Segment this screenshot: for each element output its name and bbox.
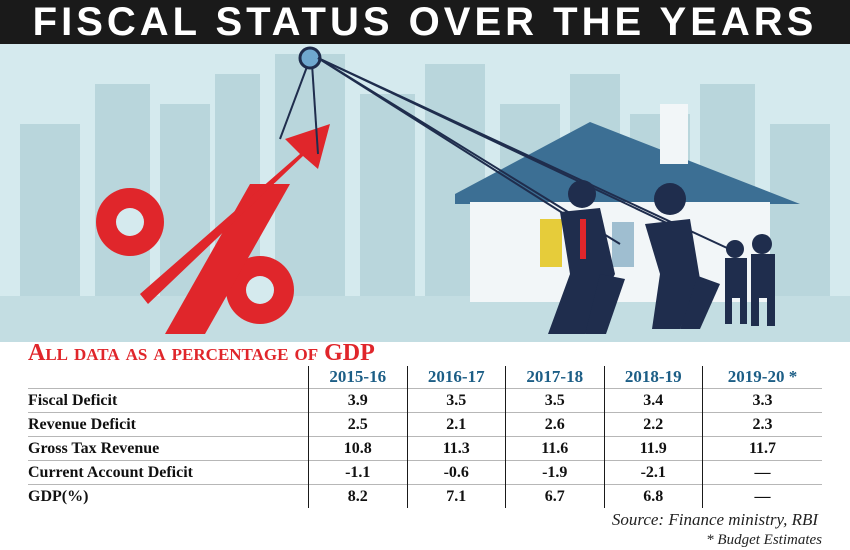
column-header: 2019-20 * — [702, 366, 822, 389]
row-label: Fiscal Deficit — [28, 388, 309, 413]
table-cell: 3.9 — [308, 388, 407, 413]
chart-subtitle: All data as a percentage of GDP — [28, 340, 375, 366]
table-cell: 2.2 — [603, 412, 703, 437]
column-header: 2018-19 — [603, 366, 703, 389]
house-icon — [455, 104, 800, 302]
row-label: Gross Tax Revenue — [28, 436, 309, 461]
table-cell: 2.5 — [308, 412, 407, 437]
table-cell: 3.4 — [603, 388, 703, 413]
table-row: Revenue Deficit 2.5 2.1 2.6 2.2 2.3 — [28, 412, 822, 437]
table-cell: 3.3 — [702, 388, 822, 413]
table-cell: -1.9 — [505, 460, 604, 485]
table-cell: — — [702, 484, 822, 508]
table-cell: 2.1 — [406, 412, 506, 437]
row-label: GDP(%) — [28, 484, 309, 508]
table-row: Gross Tax Revenue 10.8 11.3 11.6 11.9 11… — [28, 436, 822, 461]
table-cell: 3.5 — [505, 388, 604, 413]
table-header-row: 2015-16 2016-17 2017-18 2018-19 2019-20 … — [28, 366, 822, 389]
table-cell: 11.9 — [603, 436, 703, 461]
column-header: 2016-17 — [406, 366, 506, 389]
table-row: Fiscal Deficit 3.9 3.5 3.5 3.4 3.3 — [28, 388, 822, 413]
table-cell: 3.5 — [406, 388, 506, 413]
people-silhouette — [548, 180, 775, 334]
row-label: Current Account Deficit — [28, 460, 309, 485]
table-cell: 11.6 — [505, 436, 604, 461]
table-cell: 6.7 — [505, 484, 604, 508]
footnote: * Budget Estimates — [706, 532, 822, 548]
table-cell: 7.1 — [406, 484, 506, 508]
column-header: 2015-16 — [308, 366, 407, 389]
source-note: Source: Finance ministry, RBI — [611, 510, 818, 529]
data-table: 2015-16 2016-17 2017-18 2018-19 2019-20 … — [28, 366, 822, 508]
table-cell: 2.3 — [702, 412, 822, 437]
table-cell: 11.3 — [406, 436, 506, 461]
table-cell: 8.2 — [308, 484, 407, 508]
table-cell: 10.8 — [308, 436, 407, 461]
table-cell: 11.7 — [702, 436, 822, 461]
table-cell: -0.6 — [406, 460, 506, 485]
column-header: 2017-18 — [505, 366, 604, 389]
arrow-up-icon — [140, 46, 330, 304]
page-title: FISCAL STATUS OVER THE YEARS — [0, 0, 850, 44]
table-cell: -1.1 — [308, 460, 407, 485]
table-cell: — — [702, 460, 822, 485]
table-row: Current Account Deficit -1.1 -0.6 -1.9 -… — [28, 460, 822, 485]
illustration — [0, 44, 850, 342]
table-row: GDP(%) 8.2 7.1 6.7 6.8 — — [28, 484, 822, 508]
table-cell: -2.1 — [603, 460, 703, 485]
table-cell: 6.8 — [603, 484, 703, 508]
header-label-cell — [28, 366, 309, 389]
table-cell: 2.6 — [505, 412, 604, 437]
row-label: Revenue Deficit — [28, 412, 309, 437]
percent-icon — [96, 184, 294, 334]
